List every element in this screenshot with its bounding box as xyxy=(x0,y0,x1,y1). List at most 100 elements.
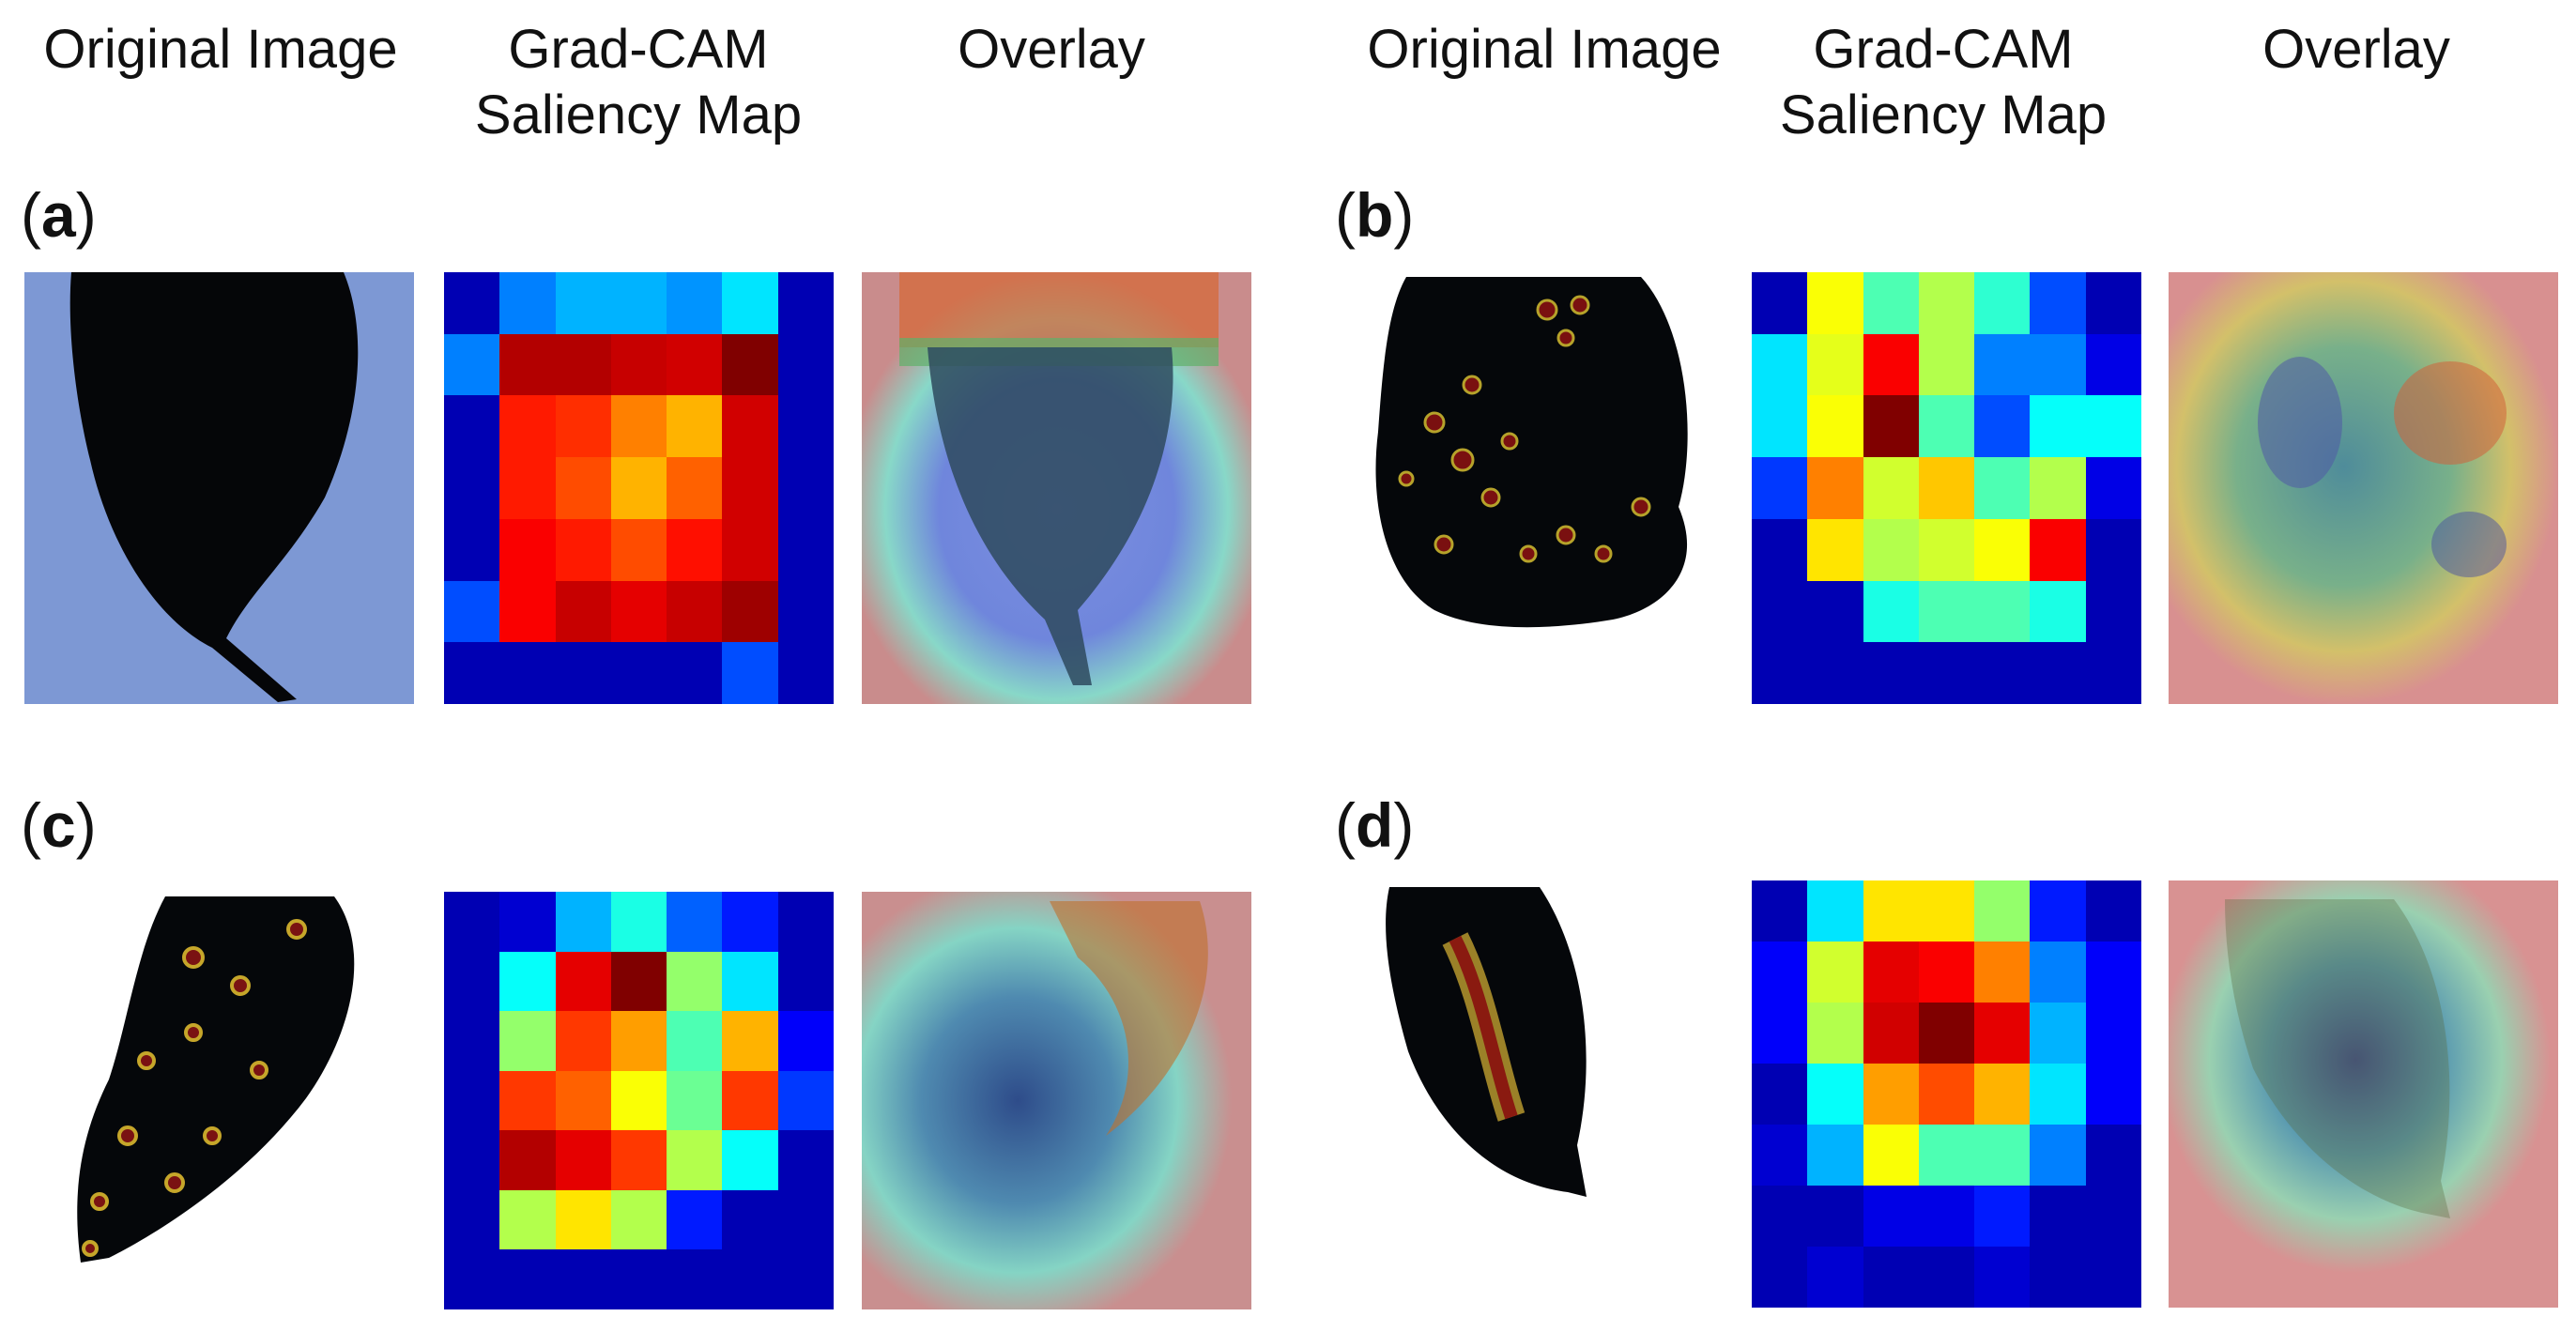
heatmap-cell xyxy=(444,1249,500,1309)
heatmap-cell xyxy=(1752,1125,1808,1186)
panel-a-overlay-image xyxy=(862,272,1251,704)
heatmap-cell xyxy=(1752,395,1808,458)
heatmap-cell xyxy=(2085,580,2141,643)
heatmap-cell xyxy=(2085,1064,2141,1125)
heatmap-cell xyxy=(610,457,667,519)
heatmap-cell xyxy=(1918,272,1975,334)
heatmap-cell xyxy=(1918,1186,1975,1247)
panel-d-saliency-heatmap xyxy=(1752,880,2141,1308)
heatmap-cell xyxy=(1918,1247,1975,1308)
heatmap-cell xyxy=(2030,1247,2086,1308)
heatmap-cell xyxy=(610,272,667,334)
heatmap-cell xyxy=(499,272,556,334)
heatmap-cell xyxy=(2030,1003,2086,1064)
heatmap-cell xyxy=(555,395,611,458)
heatmap-cell xyxy=(1807,942,1863,1003)
heatmap-cell xyxy=(2030,457,2086,519)
heatmap-cell xyxy=(722,1249,778,1309)
heatmap-cell xyxy=(1863,580,1919,643)
heatmap-cell xyxy=(444,1070,500,1131)
heatmap-cell xyxy=(2030,642,2086,704)
heatmap-cell xyxy=(2085,457,2141,519)
heatmap-cell xyxy=(667,272,723,334)
heatmap-cell xyxy=(722,892,778,952)
heatmap-cell xyxy=(555,1249,611,1309)
heatmap-cell xyxy=(1752,1186,1808,1247)
heatmap-cell xyxy=(777,642,834,704)
heatmap-cell xyxy=(1974,518,2031,581)
heatmap-cell xyxy=(555,951,611,1012)
heatmap-cell xyxy=(2085,942,2141,1003)
heatmap-cell xyxy=(2085,1125,2141,1186)
heatmap-cell xyxy=(1863,880,1919,942)
heatmap-cell xyxy=(1974,880,2031,942)
heatmap-cell xyxy=(1863,1064,1919,1125)
heatmap-cell xyxy=(1974,1247,2031,1308)
col-header-gradcam-right-text: Grad-CAM Saliency Map xyxy=(1779,19,2108,145)
heatmap-cell xyxy=(1863,1003,1919,1064)
heatmap-cell xyxy=(555,1011,611,1071)
heatmap-cell xyxy=(777,395,834,458)
panel-label-b: (b) xyxy=(1335,180,1415,250)
heatmap-cell xyxy=(1807,457,1863,519)
heatmap-cell xyxy=(2085,518,2141,581)
heatmap-cell xyxy=(1752,457,1808,519)
heatmap-cell xyxy=(1807,1186,1863,1247)
heatmap-cell xyxy=(1918,395,1975,458)
heatmap-cell xyxy=(2085,333,2141,396)
heatmap-cell xyxy=(777,1249,834,1309)
heatmap-cell xyxy=(610,1070,667,1131)
heatmap-cell xyxy=(722,951,778,1012)
heatmap-cell xyxy=(610,892,667,952)
heatmap-cell xyxy=(499,395,556,458)
heatmap-cell xyxy=(1752,880,1808,942)
heatmap-cell xyxy=(777,518,834,581)
heatmap-cell xyxy=(722,1070,778,1131)
heatmap-cell xyxy=(1918,518,1975,581)
heatmap-cell xyxy=(1863,642,1919,704)
heatmap-cell xyxy=(555,1130,611,1190)
heatmap-cell xyxy=(444,951,500,1012)
heatmap-cell xyxy=(2085,1003,2141,1064)
heatmap-cell xyxy=(2030,272,2086,334)
heatmap-cell xyxy=(499,951,556,1012)
heatmap-cell xyxy=(2030,333,2086,396)
heatmap-cell xyxy=(1918,333,1975,396)
heatmap-cell xyxy=(444,580,500,643)
panel-b-original-image xyxy=(1331,272,1721,704)
panel-a-original-image xyxy=(24,272,414,704)
heatmap-cell xyxy=(722,1189,778,1250)
heatmap-cell xyxy=(499,1130,556,1190)
heatmap-cell xyxy=(555,457,611,519)
col-header-original-right: Original Image xyxy=(1367,19,1722,80)
heatmap-cell xyxy=(610,395,667,458)
heatmap-cell xyxy=(1807,395,1863,458)
heatmap-cell xyxy=(1918,1064,1975,1125)
heatmap-cell xyxy=(1918,642,1975,704)
panel-d-original-image xyxy=(1352,882,1741,1258)
heatmap-cell xyxy=(1974,642,2031,704)
heatmap-cell xyxy=(1752,518,1808,581)
heatmap-cell xyxy=(1974,580,2031,643)
heatmap-cell xyxy=(722,518,778,581)
panel-b-saliency-heatmap xyxy=(1752,272,2141,704)
heatmap-cell xyxy=(1863,942,1919,1003)
heatmap-cell xyxy=(777,272,834,334)
heatmap-cell xyxy=(499,518,556,581)
heatmap-cell xyxy=(667,1189,723,1250)
heatmap-cell xyxy=(499,642,556,704)
heatmap-cell xyxy=(1807,880,1863,942)
heatmap-cell xyxy=(1863,1125,1919,1186)
heatmap-cell xyxy=(1918,1125,1975,1186)
heatmap-cell xyxy=(1752,580,1808,643)
heatmap-cell xyxy=(777,1189,834,1250)
heatmap-cell xyxy=(722,1011,778,1071)
panel-c-overlay-image xyxy=(862,892,1251,1309)
heatmap-cell xyxy=(1918,942,1975,1003)
heatmap-cell xyxy=(667,1130,723,1190)
heatmap-cell xyxy=(2030,1125,2086,1186)
heatmap-cell xyxy=(1752,1064,1808,1125)
heatmap-cell xyxy=(1863,395,1919,458)
heatmap-cell xyxy=(777,1070,834,1131)
heatmap-cell xyxy=(1807,272,1863,334)
